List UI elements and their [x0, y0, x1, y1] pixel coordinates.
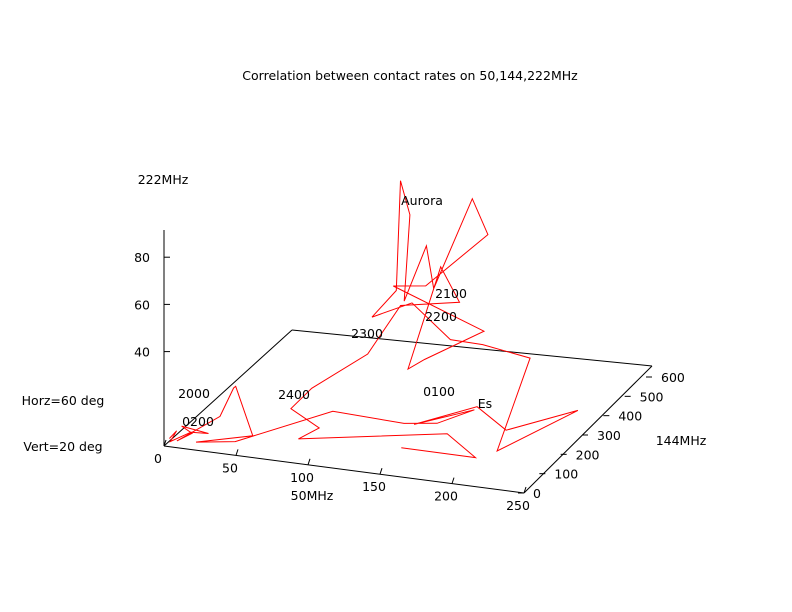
- y-tick-label: 200: [576, 447, 600, 462]
- y-tick-label: 100: [554, 467, 578, 482]
- y-tick-label: 500: [640, 389, 664, 404]
- series-group: [169, 180, 579, 459]
- x-tick-label: 150: [362, 479, 386, 494]
- z-tick-group: 40 60 80: [134, 250, 170, 360]
- y-tick-label: 300: [597, 428, 621, 443]
- y-axis-label: 144MHz: [656, 433, 707, 448]
- z-axis-label: 222MHz: [138, 172, 189, 187]
- x-tick-label: 0: [154, 451, 162, 466]
- annotation-2100: 2100: [435, 286, 467, 301]
- x-axis-label: 50MHz: [291, 488, 334, 503]
- view-vert-label: Vert=20 deg: [23, 439, 102, 454]
- x-tick-group: 0 50 100 150 200 250: [154, 439, 530, 513]
- x-tick-mark: [235, 449, 239, 456]
- annotation-0200: 0200: [182, 414, 214, 429]
- series-line: [169, 180, 579, 459]
- y-tick-label: 0: [533, 486, 541, 501]
- chart-title: Correlation between contact rates on 50,…: [242, 68, 578, 83]
- x-tick-mark: [379, 468, 383, 475]
- z-tick-label: 40: [134, 345, 150, 360]
- annotation-2300: 2300: [351, 326, 383, 341]
- x-tick-label: 200: [434, 489, 458, 504]
- view-horz-label: Horz=60 deg: [22, 393, 105, 408]
- x-tick-mark: [163, 439, 167, 447]
- annotation-es: Es: [478, 396, 492, 411]
- x-tick-mark: [523, 486, 527, 494]
- x-tick-label: 100: [290, 470, 314, 485]
- annotation-0100: 0100: [423, 384, 455, 399]
- x-tick-label: 50: [222, 460, 238, 475]
- x-axis-back-line: [291, 329, 653, 367]
- y-tick-label: 600: [661, 370, 685, 385]
- annotation-2200: 2200: [425, 309, 457, 324]
- z-tick-label: 80: [134, 250, 150, 265]
- annotation-2400: 2400: [278, 387, 310, 402]
- x-tick-mark: [451, 477, 455, 484]
- y-tick-label: 400: [618, 409, 642, 424]
- y-axis-right-line: [523, 365, 653, 494]
- annotation-2000: 2000: [178, 386, 210, 401]
- z-tick-label: 60: [134, 297, 150, 312]
- x-axis-front-line: [163, 445, 525, 494]
- annotation-aurora: Aurora: [401, 193, 443, 208]
- y-tick-group: 0 100 200 300 400 500 600: [518, 370, 685, 501]
- x-tick-label: 250: [506, 498, 530, 513]
- x-tick-mark: [307, 458, 311, 465]
